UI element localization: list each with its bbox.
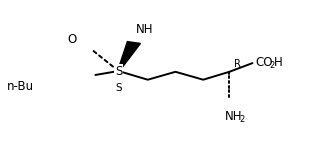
Polygon shape (118, 42, 140, 71)
Text: CO: CO (256, 56, 273, 69)
Text: n-Bu: n-Bu (7, 80, 34, 93)
Text: 2: 2 (240, 115, 245, 124)
Text: S: S (115, 83, 122, 93)
Text: H: H (274, 56, 283, 69)
Text: R: R (234, 59, 241, 69)
Text: NH: NH (136, 23, 153, 36)
Text: NH: NH (225, 110, 242, 123)
Text: 2: 2 (270, 61, 275, 70)
Text: S: S (115, 65, 122, 77)
Text: O: O (68, 33, 77, 46)
